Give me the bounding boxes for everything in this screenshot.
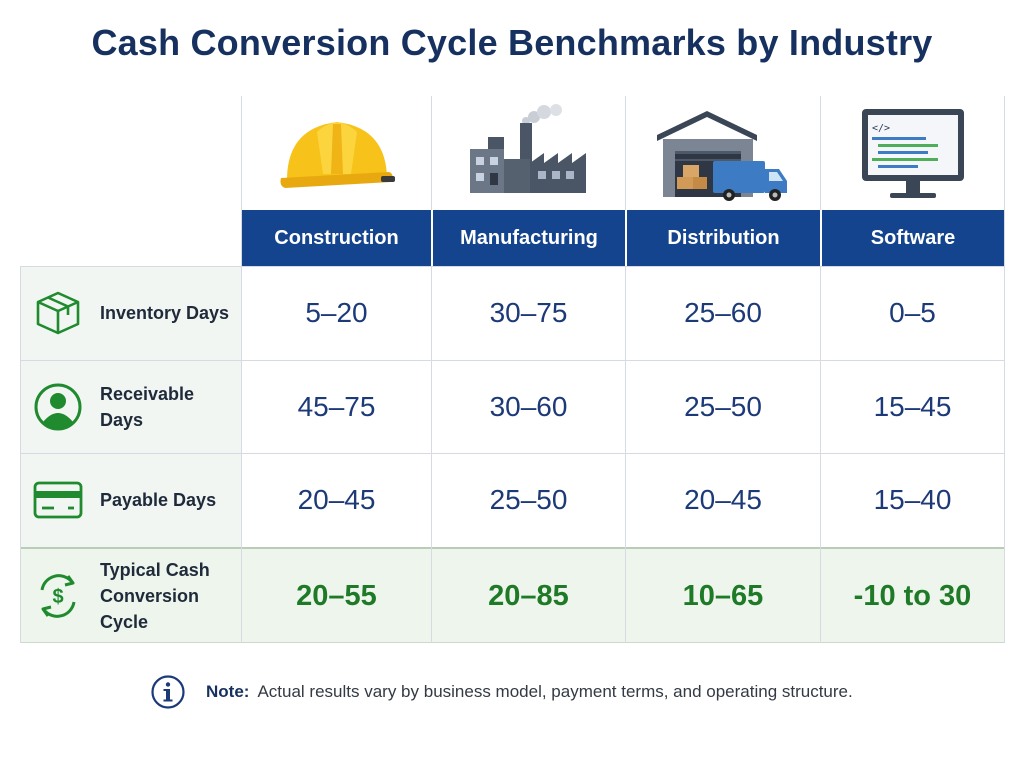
user-circle-icon xyxy=(32,381,84,433)
table-cell: 15–40 xyxy=(873,484,952,515)
table-cell: 30–60 xyxy=(489,390,568,422)
total-cell: 20–55 xyxy=(296,579,377,612)
credit-card-icon xyxy=(32,474,84,526)
table-cell: 30–75 xyxy=(489,297,568,328)
table-cell: 5–20 xyxy=(305,297,368,328)
hard-hat-icon xyxy=(242,96,431,210)
info-icon xyxy=(151,675,185,709)
header-divider xyxy=(820,210,822,266)
column-header-distribution: Distribution xyxy=(667,226,780,249)
column-header-manufacturing: Manufacturing xyxy=(460,226,598,249)
table-cell: 0–5 xyxy=(889,297,936,328)
total-label-line1: Typical Cash xyxy=(100,560,210,580)
grid-line xyxy=(20,266,21,643)
warehouse-truck-icon xyxy=(626,96,820,210)
factory-icon xyxy=(432,96,625,210)
column-header-software: Software xyxy=(870,226,956,249)
grid-line xyxy=(1004,96,1005,643)
row-label-text: Typical Cash Conversion Cycle xyxy=(100,557,241,635)
column-header-construction: Construction xyxy=(274,226,399,249)
table-cell: 25–50 xyxy=(489,484,568,515)
footnote: Note: Actual results vary by business mo… xyxy=(150,672,853,712)
row-label-text: Payable Days xyxy=(100,490,217,510)
row-label-text: Receivable Days xyxy=(100,383,195,430)
table-cell: 25–60 xyxy=(684,297,762,328)
grid-line xyxy=(241,96,242,643)
svg-text:$: $ xyxy=(52,586,63,608)
box-icon xyxy=(32,287,84,339)
table-cell: 45–75 xyxy=(297,390,376,422)
total-label-line2: Conversion Cycle xyxy=(100,586,200,632)
code-monitor-icon: </> xyxy=(821,96,1004,210)
grid-line xyxy=(431,96,432,643)
total-row-band xyxy=(20,547,1004,643)
total-cell: -10 to 30 xyxy=(853,579,972,612)
table-cell: 25–50 xyxy=(684,390,762,422)
svg-text:</>: </> xyxy=(872,123,890,134)
row-label-receivable: Receivable Days xyxy=(20,360,241,453)
table-cell: 20–45 xyxy=(684,484,762,515)
table-cell: 20–45 xyxy=(297,484,376,515)
header-divider xyxy=(431,210,433,266)
row-label-inventory: Inventory Days xyxy=(20,266,241,360)
total-cell: 20–85 xyxy=(488,579,569,612)
row-label-total: $ Typical Cash Conversion Cycle xyxy=(20,549,241,643)
row-label-payable: Payable Days xyxy=(20,453,241,547)
header-divider xyxy=(625,210,627,266)
note-text: Actual results vary by business model, p… xyxy=(257,682,853,701)
grid-line xyxy=(20,453,1004,454)
grid-line xyxy=(20,360,1004,361)
page-title: Cash Conversion Cycle Benchmarks by Indu… xyxy=(91,22,933,63)
grid-line xyxy=(625,96,626,643)
total-cell: 10–65 xyxy=(682,579,764,612)
grid-line xyxy=(820,96,821,643)
cash-cycle-icon: $ xyxy=(32,570,84,622)
note-label: Note: xyxy=(206,682,250,701)
row-label-text: Inventory Days xyxy=(100,303,230,323)
grid-line xyxy=(20,266,1004,267)
column-header-bar xyxy=(242,210,1004,266)
table-cell: 15–45 xyxy=(873,390,952,422)
